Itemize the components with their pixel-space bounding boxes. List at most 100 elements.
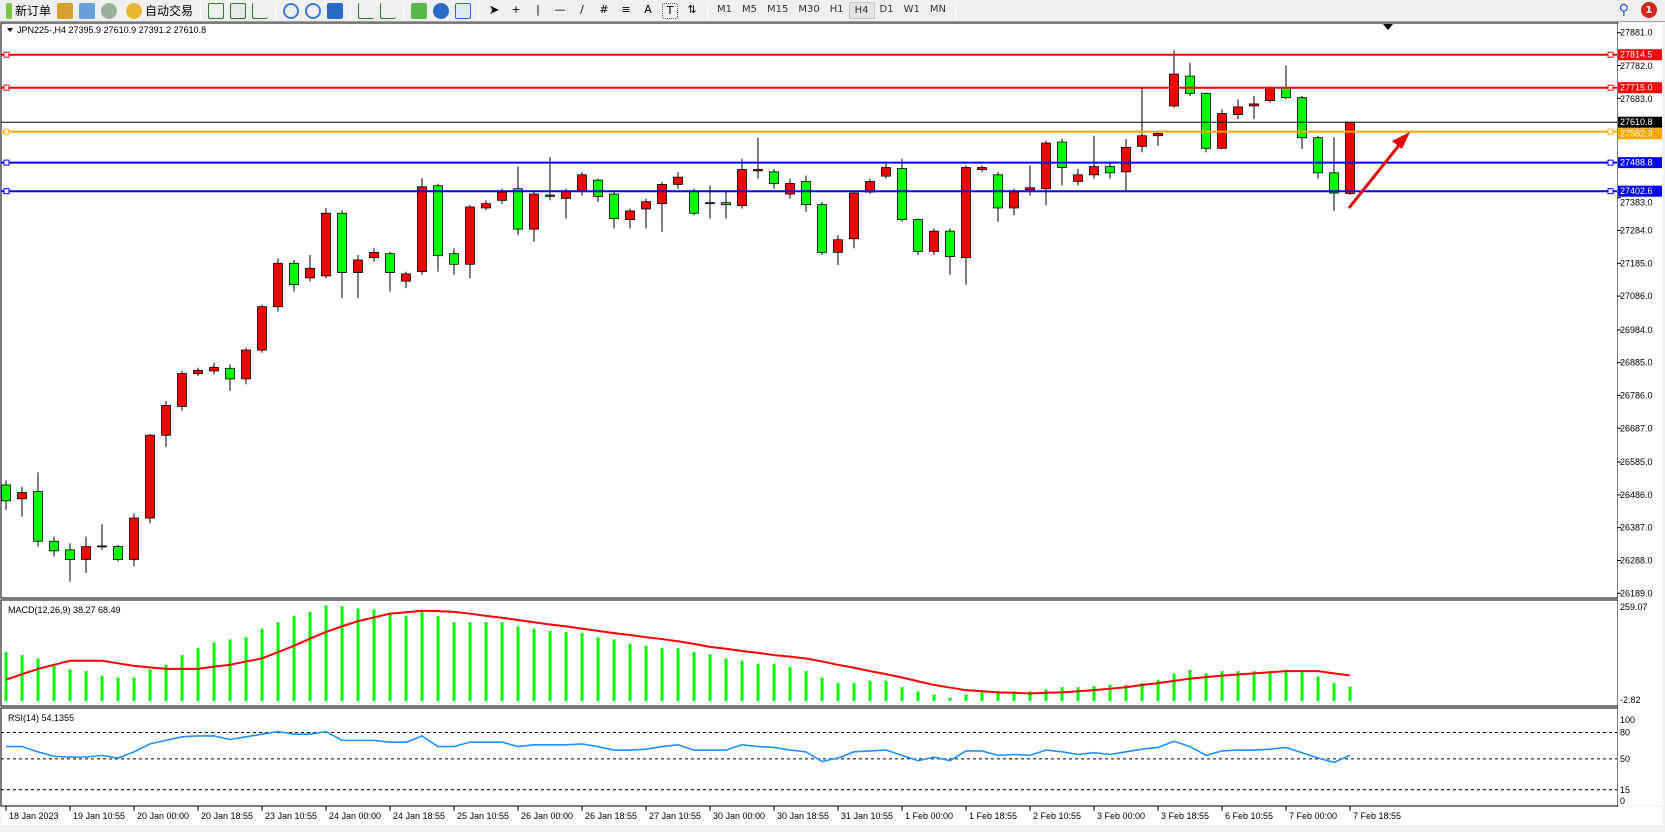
level-handle[interactable] xyxy=(1607,159,1614,166)
candle-body xyxy=(129,517,139,560)
candle xyxy=(145,433,155,524)
candle-body xyxy=(1121,146,1131,173)
level-handle[interactable] xyxy=(3,159,10,166)
price-tick-label: 26387.0 xyxy=(1620,523,1653,533)
candle xyxy=(1169,50,1179,108)
level-handle[interactable] xyxy=(3,128,10,135)
horizontal-line-icon[interactable]: — xyxy=(554,2,566,16)
candle xyxy=(337,210,347,299)
macd-histogram-bar xyxy=(20,655,24,701)
text-label-icon[interactable]: T xyxy=(662,2,679,19)
timeframe-h4[interactable]: H4 xyxy=(848,2,875,19)
level-handle[interactable] xyxy=(1607,188,1614,195)
level-handle[interactable] xyxy=(3,51,10,58)
timeframe-w1[interactable]: W1 xyxy=(903,4,920,15)
macd-histogram-bar xyxy=(548,630,552,701)
level-handle[interactable] xyxy=(1607,128,1614,135)
timeframe-m30[interactable]: M30 xyxy=(798,4,820,15)
chart-window[interactable]: 27881.0 27782.0 27683.0 27383.0 27284.0 27185… xyxy=(0,22,1665,832)
timeframe-m15[interactable]: M15 xyxy=(767,4,789,15)
timeframe-d1[interactable]: D1 xyxy=(879,4,894,15)
level-handle[interactable] xyxy=(3,188,10,195)
cursor-icon[interactable]: ➤ xyxy=(488,2,500,18)
candle xyxy=(33,472,43,547)
timeframe-m1[interactable]: M1 xyxy=(717,4,733,15)
price-tick-label: 27683.0 xyxy=(1620,94,1653,104)
candle xyxy=(753,137,763,179)
zoom-out-icon[interactable] xyxy=(305,2,322,19)
candle-body xyxy=(97,545,107,548)
line-chart-icon[interactable] xyxy=(252,2,269,19)
candle-body xyxy=(737,169,747,207)
fibonacci-icon[interactable]: ≡ xyxy=(621,2,631,16)
current-price-label: 27610.8 xyxy=(1620,117,1653,127)
macd-histogram-bar xyxy=(228,639,232,701)
new-order-button[interactable]: 新订单 xyxy=(0,1,54,21)
macd-histogram-bar xyxy=(292,615,296,701)
bar-chart-icon[interactable] xyxy=(208,2,225,19)
rsi-level-label: 15 xyxy=(1620,785,1630,795)
auto-scroll-icon[interactable] xyxy=(358,2,375,19)
candle-body xyxy=(897,168,907,220)
arrow-annotation[interactable] xyxy=(1347,138,1406,209)
level-price-label: 27715.0 xyxy=(1620,83,1653,93)
signals-icon[interactable] xyxy=(101,2,118,19)
candle-body xyxy=(1345,121,1355,194)
indicators-icon[interactable] xyxy=(411,2,428,19)
level-handle[interactable] xyxy=(1607,51,1614,58)
periods-icon[interactable] xyxy=(433,2,450,19)
macd-histogram-bar xyxy=(1204,673,1208,701)
zoom-in-icon[interactable] xyxy=(283,2,300,19)
rsi-line xyxy=(6,730,1351,764)
rsi-pane xyxy=(0,707,1619,807)
price-tick-label: 26288.0 xyxy=(1620,555,1653,565)
timeframe-m5[interactable]: M5 xyxy=(742,4,758,15)
vertical-line-icon[interactable]: | xyxy=(536,2,540,16)
candle-body xyxy=(1297,97,1307,139)
level-handle[interactable] xyxy=(1607,84,1614,91)
templates-icon[interactable] xyxy=(455,2,472,19)
terminal-icon[interactable] xyxy=(79,2,96,19)
candle-body xyxy=(721,202,731,206)
auto-trading-button[interactable]: 自动交易 xyxy=(120,1,196,21)
macd-histogram-bar xyxy=(164,664,168,701)
candle xyxy=(129,513,139,567)
candle-body xyxy=(705,202,715,205)
macd-histogram-bar xyxy=(1220,671,1224,701)
chart-shift-icon[interactable] xyxy=(380,2,397,19)
candle xyxy=(673,172,683,189)
macd-histogram-bar xyxy=(500,622,504,701)
candlestick-icon[interactable] xyxy=(230,2,247,19)
candle-body xyxy=(849,192,859,240)
chart-shift-marker-icon[interactable] xyxy=(1383,24,1393,30)
search-icon[interactable]: ⚲ xyxy=(1618,2,1629,18)
navigator-icon[interactable] xyxy=(57,2,74,19)
collapse-triangle-icon[interactable] xyxy=(7,28,13,32)
crosshair-icon[interactable]: + xyxy=(511,2,521,16)
macd-histogram-bar xyxy=(1012,691,1016,701)
macd-histogram-bar xyxy=(916,691,920,701)
candle xyxy=(1137,86,1147,153)
time-label: 20 Jan 00:00 xyxy=(137,811,189,821)
candle xyxy=(193,367,203,376)
price-tick-label: 26885.0 xyxy=(1620,358,1653,368)
timeframe-bar: M1 M5 M15 M30 H1 H4 D1 W1 MN xyxy=(712,2,951,19)
macd-histogram-bar xyxy=(132,677,136,701)
separator xyxy=(403,1,405,20)
candle-body xyxy=(145,434,155,519)
trendline-icon[interactable]: / xyxy=(580,2,584,16)
timeframe-h1[interactable]: H1 xyxy=(829,4,844,15)
candle-body xyxy=(593,179,603,197)
candle-body xyxy=(785,183,795,195)
timeframe-mn[interactable]: MN xyxy=(929,4,946,15)
tile-windows-icon[interactable] xyxy=(327,2,344,19)
current-price-tag xyxy=(1618,116,1662,128)
text-icon[interactable]: A xyxy=(644,2,652,16)
arrows-icon[interactable]: ⇅ xyxy=(687,2,697,16)
candle-body xyxy=(305,267,315,279)
level-handle[interactable] xyxy=(3,84,10,91)
candle-body xyxy=(881,167,891,177)
notification-badge[interactable]: 1 xyxy=(1641,2,1657,18)
equidistant-channel-icon[interactable]: # xyxy=(599,2,609,16)
level-price-tag xyxy=(1618,157,1662,169)
